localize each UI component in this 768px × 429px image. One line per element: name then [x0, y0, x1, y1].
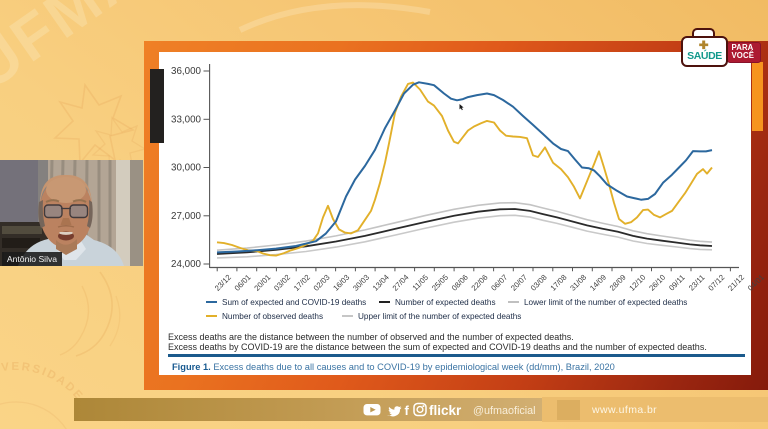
svg-text:23/12: 23/12 — [213, 273, 233, 293]
svg-text:22/06: 22/06 — [470, 273, 490, 293]
svg-text:26/10: 26/10 — [647, 273, 667, 293]
svg-text:06/07: 06/07 — [489, 273, 509, 293]
svg-text:09/11: 09/11 — [667, 273, 687, 293]
svg-text:30,000: 30,000 — [171, 163, 202, 174]
svg-text:06/01: 06/01 — [233, 273, 253, 293]
svg-text:08/06: 08/06 — [450, 273, 470, 293]
svg-text:03/02: 03/02 — [272, 273, 292, 293]
svg-text:25/05: 25/05 — [430, 273, 450, 293]
svg-text:12/10: 12/10 — [627, 273, 647, 293]
svg-text:30/03: 30/03 — [351, 273, 371, 293]
svg-text:33,000: 33,000 — [171, 115, 202, 126]
svg-text:23/11: 23/11 — [687, 273, 707, 293]
svg-text:27,000: 27,000 — [171, 211, 202, 222]
svg-text:24,000: 24,000 — [171, 259, 202, 270]
svg-text:17/02: 17/02 — [292, 273, 312, 293]
svg-text:27/04: 27/04 — [391, 272, 411, 292]
svg-text:03/08: 03/08 — [529, 273, 549, 293]
svg-text:20/07: 20/07 — [509, 273, 529, 293]
svg-text:31/08: 31/08 — [568, 273, 588, 293]
svg-text:17/08: 17/08 — [549, 273, 569, 293]
svg-text:@ufmaoficial: @ufmaoficial — [473, 405, 536, 417]
svg-text:13/04: 13/04 — [371, 272, 391, 292]
svg-text:flickr: flickr — [429, 403, 462, 418]
svg-text:16/03: 16/03 — [331, 273, 351, 293]
svg-text:07/12: 07/12 — [706, 273, 726, 293]
svg-text:14/09: 14/09 — [588, 273, 608, 293]
svg-text:11/05: 11/05 — [411, 273, 431, 293]
svg-text:f: f — [405, 403, 410, 418]
svg-text:04/01: 04/01 — [746, 273, 766, 293]
svg-text:36,000: 36,000 — [171, 66, 202, 77]
svg-text:21/12: 21/12 — [726, 273, 746, 293]
svg-text:20/01: 20/01 — [252, 273, 272, 293]
svg-text:02/03: 02/03 — [312, 273, 332, 293]
svg-text:28/09: 28/09 — [608, 273, 628, 293]
